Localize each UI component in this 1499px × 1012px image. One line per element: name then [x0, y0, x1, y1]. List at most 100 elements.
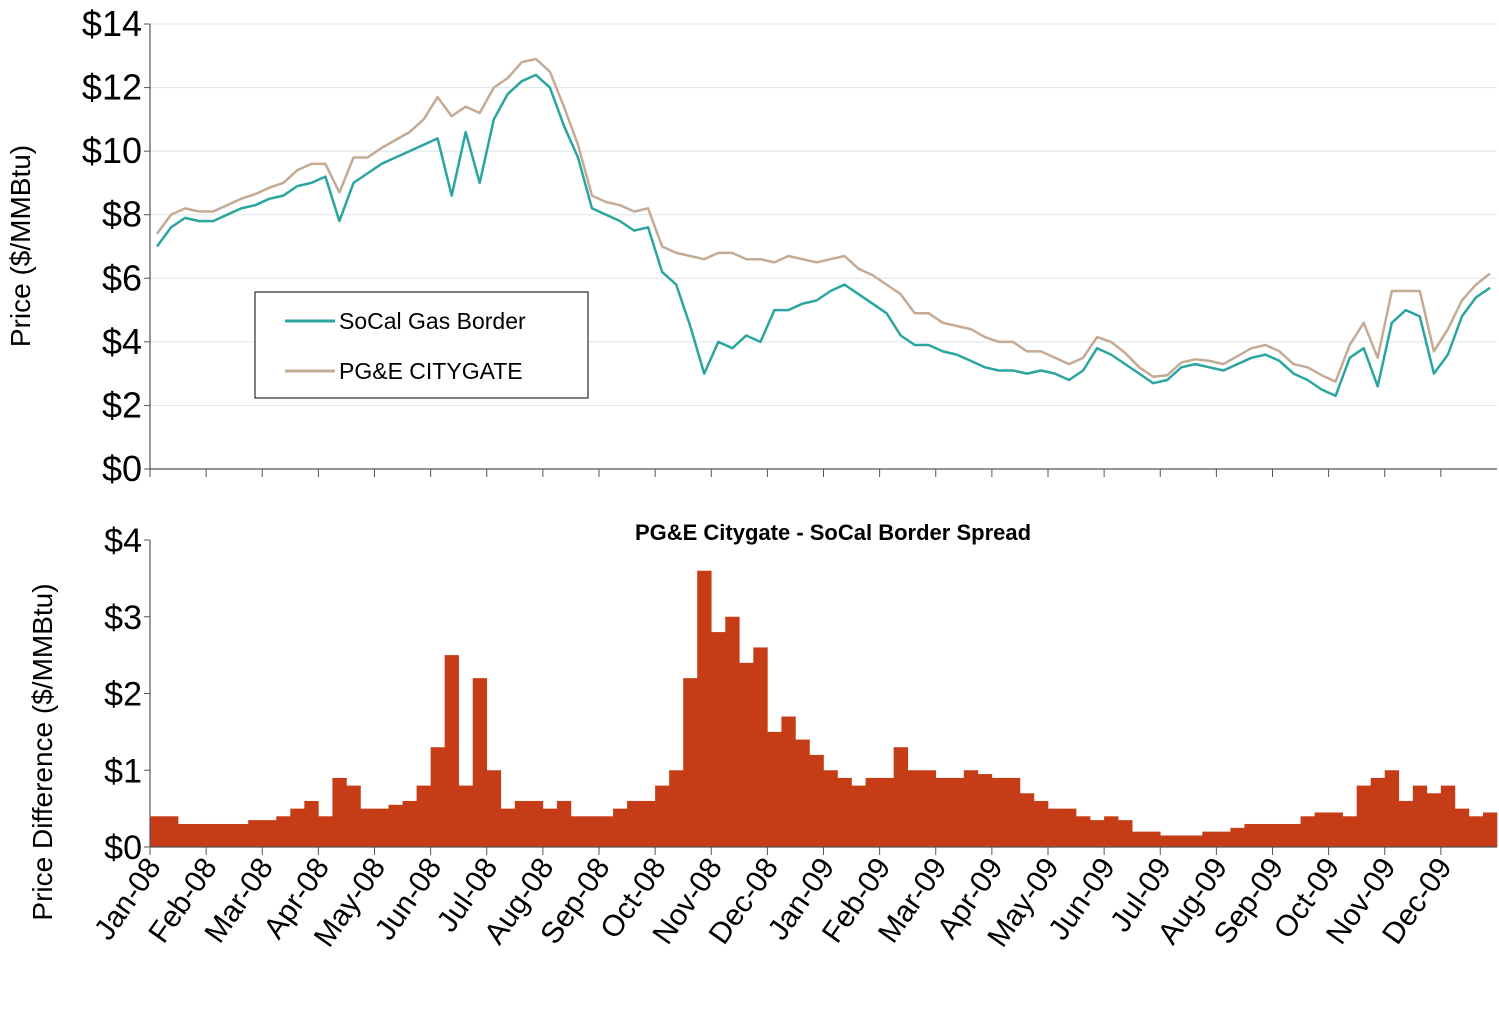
bar [963, 770, 979, 847]
bar [346, 785, 361, 847]
bar [248, 820, 263, 847]
bar [150, 816, 165, 847]
bar [669, 770, 684, 847]
y-tick-label: $6 [102, 257, 142, 298]
bar [1230, 827, 1245, 847]
bar [164, 816, 179, 847]
bar [697, 570, 712, 847]
bar [360, 808, 375, 847]
bar [388, 804, 403, 847]
bar [444, 655, 459, 847]
bar [977, 774, 993, 847]
legend-box [254, 291, 589, 399]
bar [613, 808, 628, 847]
bar [1300, 816, 1315, 847]
bar [1454, 808, 1470, 847]
bar [192, 823, 207, 847]
bar [416, 785, 431, 847]
bar [753, 647, 768, 847]
bar [430, 747, 445, 847]
bar [809, 754, 824, 847]
y-tick-label: $8 [102, 194, 142, 235]
bar [220, 823, 235, 847]
bar [1132, 831, 1147, 847]
bar [655, 785, 670, 847]
y-tick-label: $0 [102, 448, 142, 489]
bar [374, 808, 389, 847]
bar [1258, 823, 1273, 847]
bar [1370, 777, 1386, 847]
bar [1019, 793, 1035, 847]
bar [528, 800, 544, 847]
bar [1342, 816, 1357, 847]
bar [837, 777, 852, 847]
bar [851, 785, 866, 847]
series-line [155, 57, 1491, 383]
bar [1188, 835, 1203, 847]
y-tick-label: $2 [102, 384, 142, 425]
bar [1090, 820, 1105, 847]
bar [402, 800, 417, 847]
bar [739, 662, 754, 847]
bar [1328, 812, 1343, 847]
bar [1216, 831, 1231, 847]
bar [907, 770, 923, 847]
bar [893, 747, 908, 847]
bar [1384, 770, 1400, 847]
bar [991, 777, 1007, 847]
bar [865, 777, 880, 847]
bar [1062, 808, 1077, 847]
bar [683, 678, 698, 847]
bar [1076, 816, 1091, 847]
bar [725, 616, 740, 847]
bar [823, 770, 838, 847]
bar [921, 770, 937, 847]
bar [1005, 777, 1021, 847]
y-axis-title: Price Difference ($/MMBtu) [27, 583, 58, 920]
bar [500, 808, 516, 847]
bar [599, 816, 614, 847]
y-tick-label: $3 [104, 599, 142, 637]
bar [1314, 812, 1329, 847]
bar [1174, 835, 1189, 847]
bar [627, 800, 642, 847]
bar [486, 770, 502, 847]
bar [1482, 812, 1498, 847]
bar [234, 823, 249, 847]
bar [542, 808, 558, 847]
bar [781, 716, 796, 847]
bar [641, 800, 656, 847]
bar [1356, 785, 1372, 847]
bar [1426, 793, 1442, 847]
y-tick-label: $0 [104, 829, 142, 867]
bar [458, 785, 474, 847]
bar [304, 800, 319, 847]
y-tick-label: $4 [102, 321, 142, 362]
bar [290, 808, 305, 847]
bar [514, 800, 530, 847]
y-tick-label: $2 [104, 676, 142, 714]
bar [1160, 835, 1175, 847]
bar [276, 816, 291, 847]
bar [584, 816, 600, 847]
bar [879, 777, 894, 847]
bar [1244, 823, 1259, 847]
bar [178, 823, 193, 847]
bar [1440, 785, 1456, 847]
y-tick-label: $10 [82, 130, 142, 171]
bar [262, 820, 277, 847]
bar [318, 816, 333, 847]
bar [1412, 785, 1428, 847]
bar [472, 678, 488, 847]
y-axis-title: Price ($/MMBtu) [5, 145, 36, 347]
bar [1033, 800, 1049, 847]
chart-title: PG&E Citygate - SoCal Border Spread [635, 520, 1031, 545]
series-line [155, 73, 1491, 398]
bar [949, 777, 965, 847]
bar [1286, 823, 1301, 847]
bar [570, 816, 586, 847]
bar [1398, 800, 1414, 847]
bar [1048, 808, 1063, 847]
bar [1272, 823, 1287, 847]
